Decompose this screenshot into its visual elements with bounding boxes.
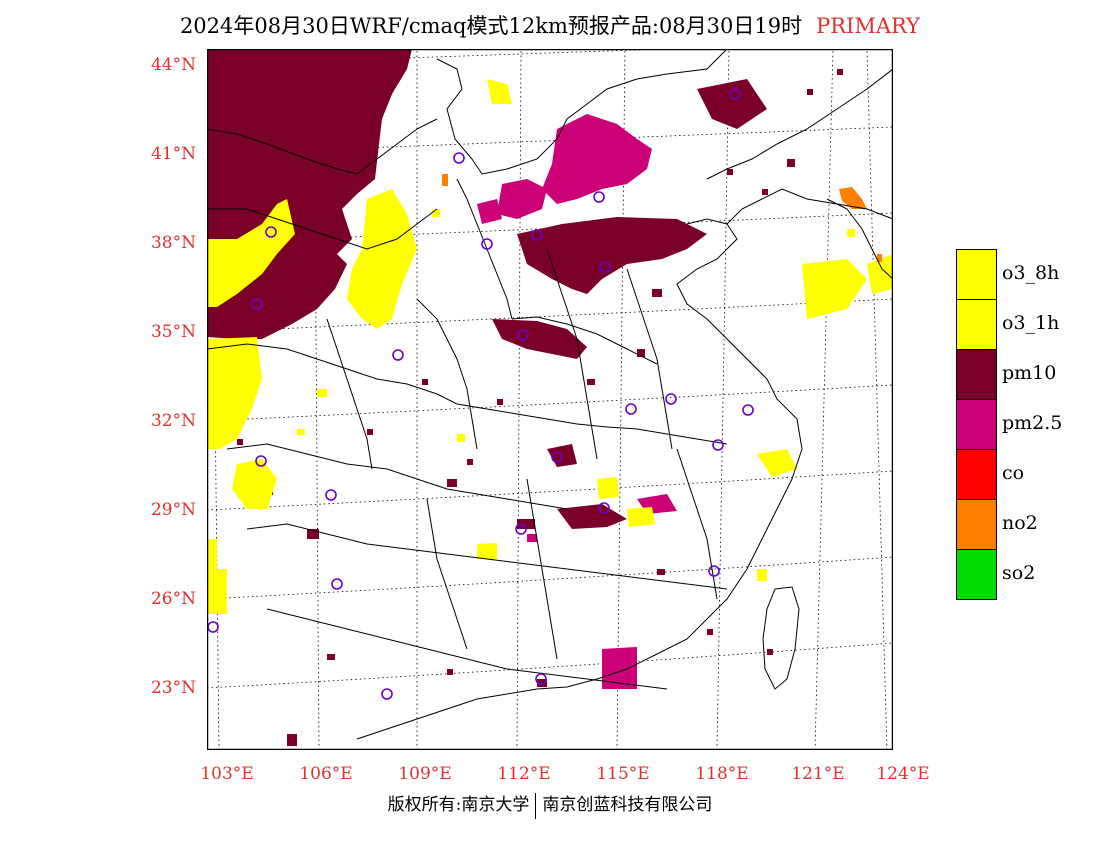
legend-item-pm25: pm2.5: [956, 399, 1100, 450]
station-markers: [207, 88, 754, 700]
legend-swatch-pm25: [956, 399, 997, 450]
footer-separator: [535, 792, 537, 819]
legend-item-pm10: pm10: [956, 349, 1100, 400]
copyright-footer: 版权所有:南京大学 南京创蓝科技有限公司: [0, 790, 1100, 819]
korea-outline: [826, 198, 893, 280]
lon-label-115: 115°E: [596, 764, 650, 784]
legend-item-no2: no2: [956, 499, 1100, 550]
legend-label-pm25: pm2.5: [1002, 412, 1063, 434]
legend-swatch-no2: [956, 499, 997, 550]
map-title: 2024年08月30日WRF/cmaq模式12km预报产品:08月30日19时 P…: [0, 10, 1100, 40]
lon-label-112: 112°E: [497, 764, 551, 784]
legend-label-pm10: pm10: [1002, 362, 1057, 384]
lon-label-103: 103°E: [200, 764, 254, 784]
lat-label-26: 26°N: [150, 589, 196, 609]
o3-regions: [207, 79, 893, 614]
legend-swatch-pm10: [956, 349, 997, 400]
legend-swatch-o3-1h: [956, 299, 997, 350]
legend-label-no2: no2: [1002, 512, 1038, 534]
lon-label-118: 118°E: [695, 764, 749, 784]
taiwan-outline: [762, 586, 800, 690]
copyright-left: 版权所有:南京大学: [387, 795, 530, 815]
lat-label-29: 29°N: [150, 500, 196, 520]
boundaries: [207, 49, 893, 740]
copyright-right: 南京创蓝科技有限公司: [542, 795, 713, 815]
title-text: 2024年08月30日WRF/cmaq模式12km预报产品:08月30日19时: [179, 14, 803, 38]
pm25-regions: [477, 114, 677, 542]
lon-label-109: 109°E: [398, 764, 452, 784]
lon-label-106: 106°E: [299, 764, 353, 784]
legend-label-o3-8h: o3_8h: [1002, 262, 1060, 284]
lat-label-35: 35°N: [150, 322, 196, 342]
legend-item-so2: so2: [956, 549, 1100, 600]
legend-label-o3-1h: o3_1h: [1002, 312, 1060, 334]
primary-tag: PRIMARY: [816, 14, 921, 38]
lat-label-23: 23°N: [150, 678, 196, 698]
lon-label-124: 124°E: [876, 764, 930, 784]
lon-label-121: 121°E: [791, 764, 845, 784]
pollution-map: [207, 49, 893, 750]
lat-label-32: 32°N: [150, 411, 196, 431]
no2-regions: [442, 174, 882, 262]
lat-label-38: 38°N: [150, 233, 196, 253]
legend-swatch-o3-8h: [956, 249, 997, 300]
lat-label-41: 41°N: [150, 144, 196, 164]
graticule: [207, 49, 893, 750]
legend-label-co: co: [1002, 462, 1025, 484]
legend-swatch-so2: [956, 549, 997, 600]
legend-item-o3-1h: o3_1h: [956, 299, 1100, 350]
legend-swatch-co: [956, 449, 997, 500]
legend-item-co: co: [956, 449, 1100, 500]
lat-label-44: 44°N: [150, 55, 196, 75]
legend-item-o3-8h: o3_8h: [956, 249, 1100, 300]
legend-label-so2: so2: [1002, 562, 1036, 584]
